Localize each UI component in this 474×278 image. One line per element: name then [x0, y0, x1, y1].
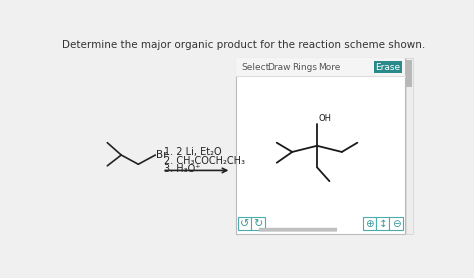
- FancyBboxPatch shape: [374, 61, 402, 73]
- Text: Determine the major organic product for the reaction scheme shown.: Determine the major organic product for …: [63, 39, 426, 49]
- Text: Rings: Rings: [292, 63, 317, 72]
- FancyBboxPatch shape: [251, 217, 264, 230]
- Text: ⊕: ⊕: [365, 219, 374, 229]
- Text: ↻: ↻: [253, 219, 263, 229]
- FancyBboxPatch shape: [363, 217, 376, 230]
- Text: More: More: [318, 63, 340, 72]
- Bar: [406, 58, 413, 234]
- Text: ↺: ↺: [240, 219, 249, 229]
- Text: 2. CH₃COCH₂CH₃: 2. CH₃COCH₂CH₃: [164, 156, 245, 166]
- Bar: [236, 58, 405, 76]
- FancyBboxPatch shape: [376, 217, 390, 230]
- FancyBboxPatch shape: [390, 217, 402, 230]
- Text: 3. H₃O⁺: 3. H₃O⁺: [164, 164, 201, 174]
- Text: 1. 2 Li, Et₂O: 1. 2 Li, Et₂O: [164, 147, 221, 157]
- Text: Br: Br: [156, 150, 168, 160]
- FancyBboxPatch shape: [238, 217, 251, 230]
- Text: ⊖: ⊖: [392, 219, 401, 229]
- Bar: [406, 60, 412, 87]
- Text: Erase: Erase: [375, 63, 401, 72]
- Text: Draw: Draw: [267, 63, 291, 72]
- Text: Select: Select: [241, 63, 270, 72]
- Text: OH: OH: [319, 113, 332, 123]
- Bar: [236, 58, 405, 234]
- FancyBboxPatch shape: [259, 228, 337, 232]
- Text: ↕: ↕: [378, 219, 387, 229]
